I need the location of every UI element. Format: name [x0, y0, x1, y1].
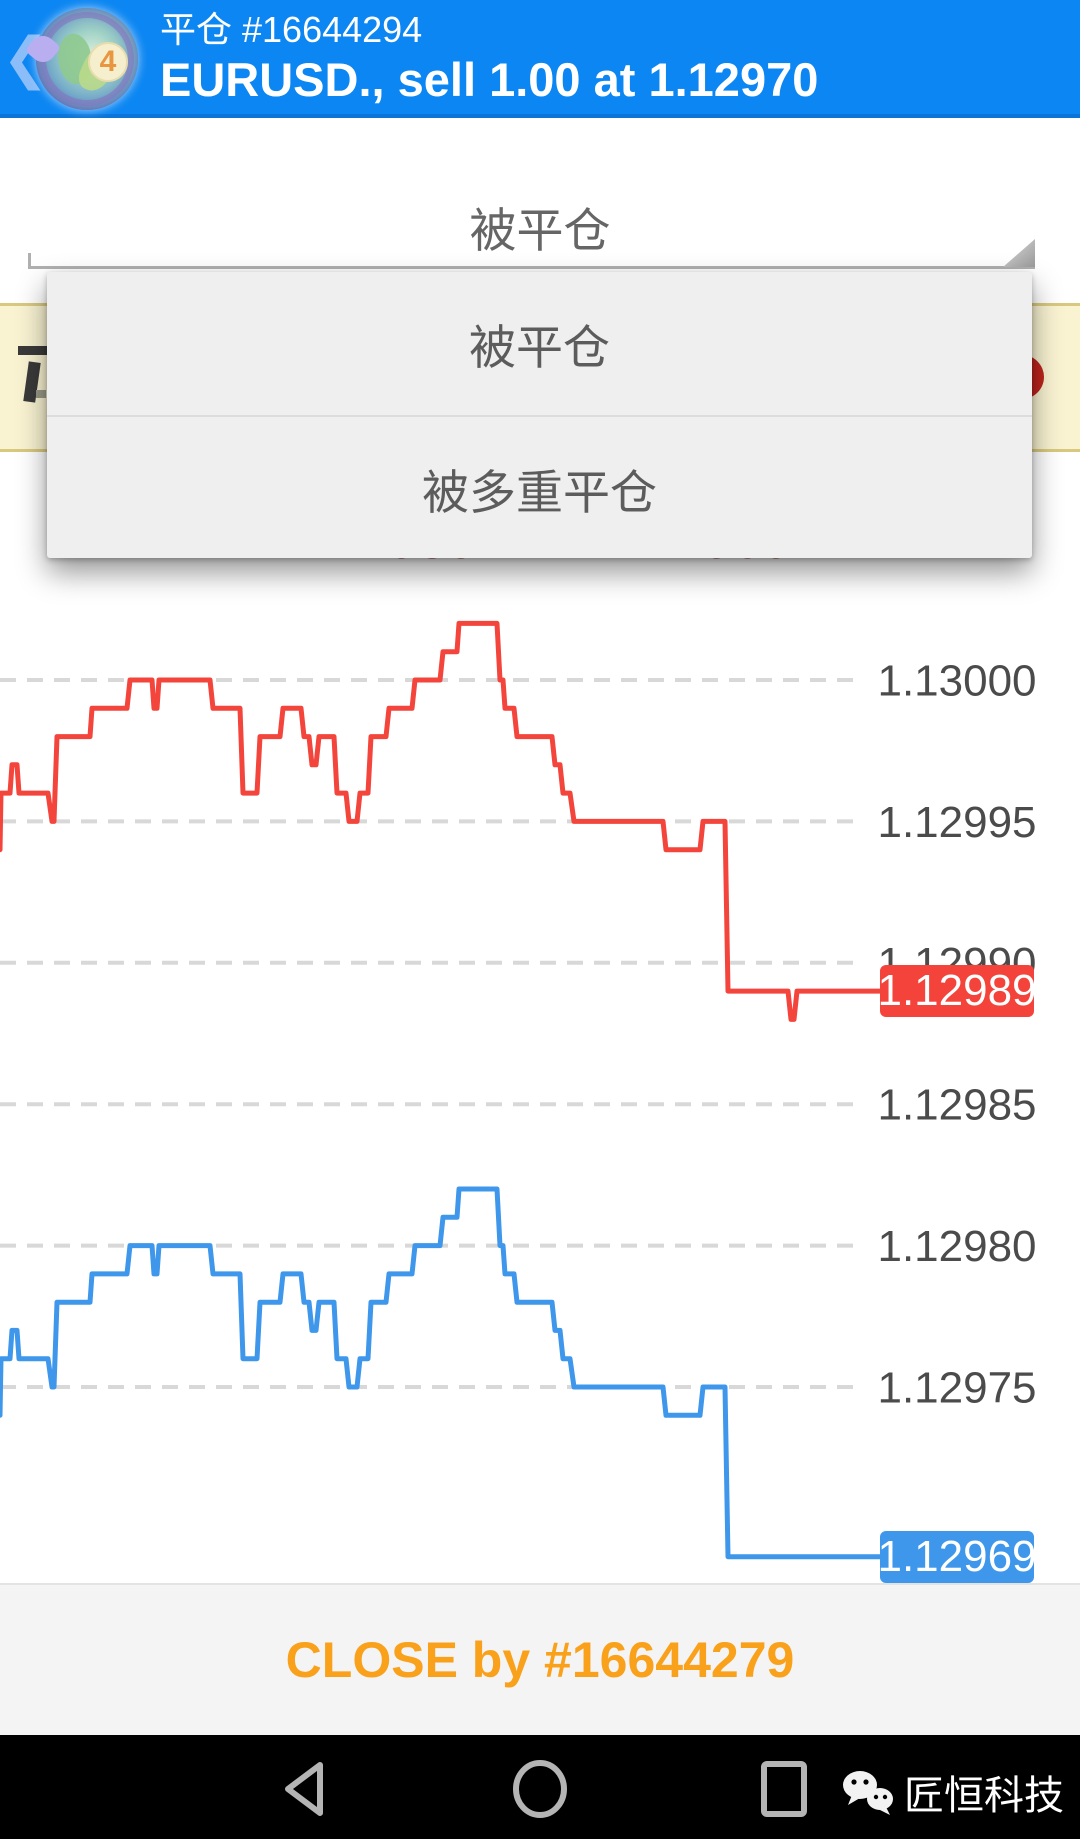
dropdown-option-multiple-close[interactable]: 被多重平仓: [422, 466, 657, 519]
wechat-icon: [843, 1771, 893, 1815]
app-icon: 4: [24, 8, 138, 110]
close-by-button[interactable]: CLOSE by #16644279: [285, 1632, 795, 1688]
banner-text-fragment: [18, 346, 48, 355]
ask-price-badge: 1.12989: [877, 965, 1037, 1018]
android-navbar: 匠恒科技: [0, 1735, 1080, 1839]
tick-chart-svg: 1.130001.129951.129901.129851.129801.129…: [0, 620, 1037, 1560]
watermark-brand: 匠恒科技: [838, 1763, 1064, 1821]
close-type-dropdown: 被平仓 被多重平仓: [47, 272, 1032, 558]
app-header: ❮ 4 平仓 #16644294 EURUSD., sell 1.00 at 1…: [0, 0, 1080, 118]
svg-text:1.12985: 1.12985: [877, 1081, 1036, 1130]
nav-recents-icon[interactable]: [754, 1759, 814, 1819]
spinner-selected-label: 被平仓: [469, 204, 611, 257]
tick-chart: 1.13000 1.12995 1.12990 1.12985 1.12980 1.129…: [0, 556, 1080, 1583]
close-type-spinner[interactable]: 被平仓: [0, 130, 1080, 280]
svg-text:1.12975: 1.12975: [877, 1363, 1036, 1412]
mt4-badge: 4: [88, 42, 128, 82]
banner-text-fragment: [36, 390, 46, 398]
nav-home-icon[interactable]: [510, 1759, 570, 1819]
header-titles: 平仓 #16644294 EURUSD., sell 1.00 at 1.129…: [160, 8, 818, 108]
page-title: 平仓 #16644294: [160, 9, 423, 50]
spinner-underline-tick: [28, 253, 31, 269]
dropdown-option-close[interactable]: 被平仓: [469, 321, 610, 374]
svg-text:1.13000: 1.13000: [877, 656, 1036, 705]
svg-text:1.12980: 1.12980: [877, 1222, 1036, 1271]
spinner-underline: [28, 266, 1035, 269]
close-by-panel: CLOSE by #16644279: [0, 1583, 1080, 1735]
bid-price-badge: 1.12969: [877, 1530, 1037, 1583]
watermark-brand-label: 匠恒科技: [904, 1774, 1064, 1818]
dropdown-divider: [47, 415, 1032, 417]
svg-text:1.12995: 1.12995: [877, 798, 1036, 847]
nav-back-icon[interactable]: [276, 1759, 336, 1819]
position-summary: EURUSD., sell 1.00 at 1.12970: [160, 53, 819, 106]
